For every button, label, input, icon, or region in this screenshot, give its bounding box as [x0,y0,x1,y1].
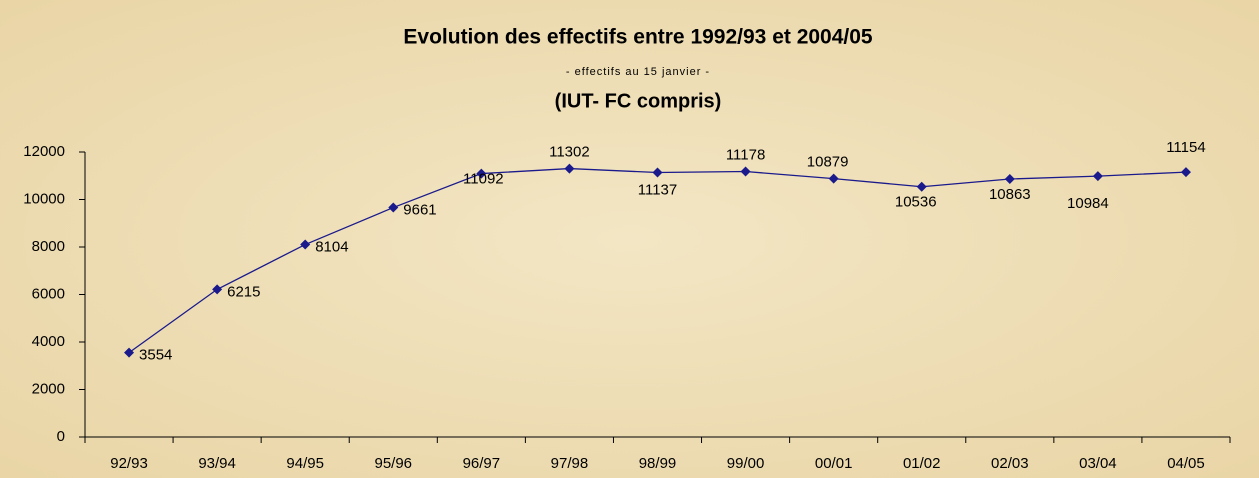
data-label: 11302 [549,144,590,161]
marker [300,239,311,250]
chart-subtitle: (IUT- FC compris) [555,90,722,112]
y-tick-label: 8000 [32,238,65,255]
data-label: 10984 [1067,195,1109,212]
data-label: 10536 [895,194,937,211]
marker [1004,174,1015,185]
x-tick-label: 94/95 [286,455,324,472]
x-tick-label: 98/99 [639,455,677,472]
marker [212,284,223,295]
data-label: 11092 [463,171,504,188]
x-tick-label: 95/96 [374,455,412,472]
x-tick-label: 96/97 [463,455,501,472]
chart-title: Evolution des effectifs entre 1992/93 et… [403,26,873,49]
marker [740,166,751,177]
data-label: 11137 [638,181,678,198]
x-tick-label: 93/94 [198,455,236,472]
y-tick-label: 10000 [23,190,65,207]
data-label: 6215 [227,283,260,300]
marker [916,181,927,192]
marker [1180,167,1191,178]
marker [564,163,575,174]
x-tick-label: 00/01 [815,455,853,472]
data-label: 11154 [1166,139,1206,156]
data-label: 10863 [989,186,1031,203]
x-tick-label: 97/98 [551,455,589,472]
chart-subtitle: - effectifs au 15 janvier - [566,66,710,78]
x-tick-label: 92/93 [110,455,148,472]
x-tick-label: 99/00 [727,455,765,472]
marker [1092,171,1103,182]
x-tick-label: 01/02 [903,455,941,472]
y-tick-label: 2000 [32,380,65,397]
marker [124,347,135,358]
x-tick-label: 02/03 [991,455,1029,472]
x-tick-label: 03/04 [1079,455,1117,472]
data-label: 11178 [726,146,766,163]
marker [388,202,399,213]
y-tick-label: 6000 [32,285,65,302]
data-label: 10879 [807,154,849,171]
y-tick-label: 4000 [32,333,65,350]
x-tick-label: 04/05 [1167,455,1205,472]
marker [652,167,663,178]
data-label: 8104 [315,238,348,255]
marker [828,173,839,184]
marker [476,168,487,179]
y-tick-label: 12000 [23,143,65,160]
data-label: 9661 [403,202,436,219]
y-tick-label: 0 [57,428,65,445]
data-label: 3554 [139,347,172,364]
